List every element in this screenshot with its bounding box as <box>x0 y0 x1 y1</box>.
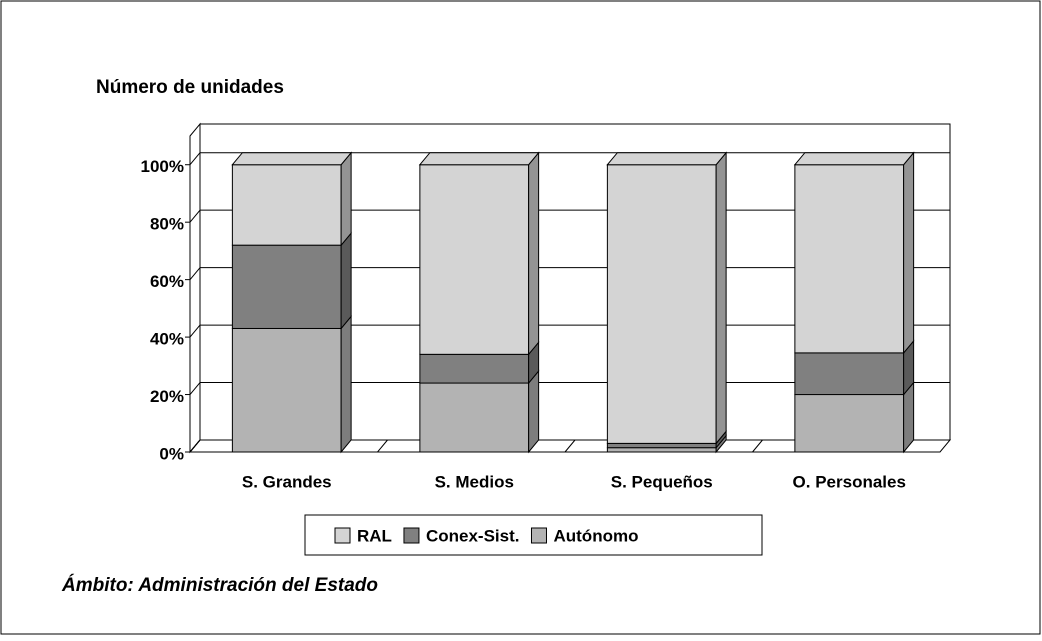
x-tick-label: S. Grandes <box>242 472 332 491</box>
bar-top <box>418 152 540 166</box>
x-tick-label: O. Personales <box>793 472 906 491</box>
y-tick-label: 40% <box>150 330 184 349</box>
legend-label: Autónomo <box>553 526 638 545</box>
grid-line <box>189 324 201 338</box>
legend-label: RAL <box>357 526 392 545</box>
floor-line <box>564 439 576 453</box>
grid-line <box>189 267 201 280</box>
y-tick-label: 80% <box>150 215 184 234</box>
bar-side <box>715 151 727 445</box>
bar-segment <box>231 164 342 246</box>
bar-side <box>340 315 352 454</box>
x-tick-label: S. Medios <box>435 472 514 491</box>
bar-segment <box>606 442 717 449</box>
bar-segment <box>794 164 905 354</box>
x-tick-label: S. Pequeños <box>611 472 713 491</box>
bar-top <box>606 152 728 166</box>
bar-segment <box>606 447 717 453</box>
bar-segment <box>794 352 905 396</box>
grid-line <box>189 209 201 223</box>
bar-top <box>793 152 915 166</box>
floor-line <box>752 439 763 453</box>
bar-segment <box>231 244 342 329</box>
legend-label: Conex-Sist. <box>426 526 520 545</box>
legend-swatch <box>334 527 351 544</box>
bar-side <box>528 151 540 356</box>
legend-swatch <box>530 527 547 544</box>
bar-side <box>340 231 352 330</box>
y-tick-label: 100% <box>141 157 184 176</box>
bar-segment <box>419 353 530 384</box>
chart-title: Número de unidades <box>96 77 284 98</box>
y-tick-label: 20% <box>150 387 184 406</box>
annotation: Ámbito: Administración del Estado <box>61 574 378 596</box>
bar-top <box>231 152 353 166</box>
bar-side <box>340 151 352 247</box>
y-tick-label: 60% <box>150 272 184 291</box>
floor-line <box>189 439 201 453</box>
grid-line <box>189 152 201 166</box>
y-tick-label: 0% <box>159 444 184 463</box>
grid-line <box>189 382 201 395</box>
bar-segment <box>419 382 530 453</box>
bar-side <box>903 151 915 355</box>
bar-segment <box>606 164 717 444</box>
legend-swatch <box>403 527 420 544</box>
bar-side <box>528 369 540 454</box>
bar-segment <box>231 327 342 453</box>
side-wall <box>189 122 201 454</box>
bar-segment <box>794 394 905 453</box>
floor-line <box>377 439 388 453</box>
bar-segment <box>419 164 530 355</box>
